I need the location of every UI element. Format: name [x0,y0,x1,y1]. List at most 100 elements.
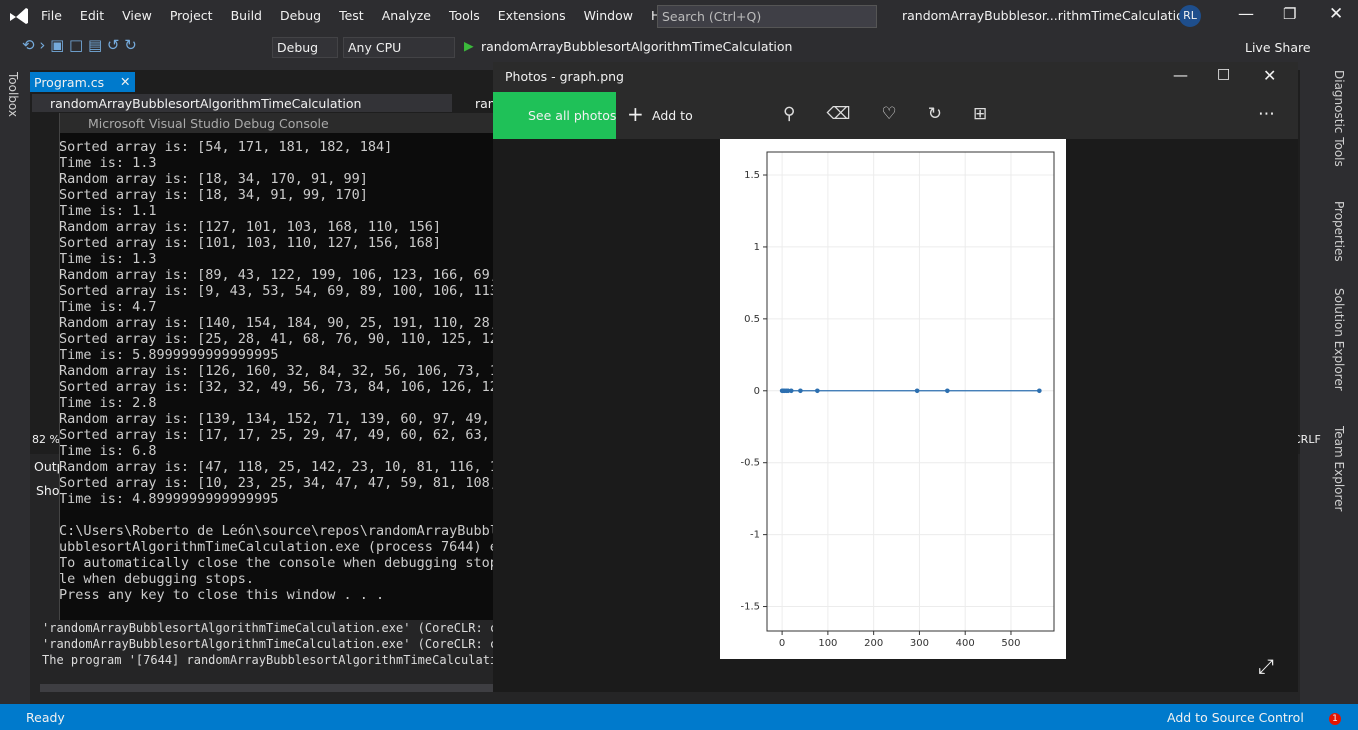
photo-tools[interactable]: ⚲⌫♡↻⊞ [783,104,1019,124]
y-tick-label: -1.5 [740,602,760,613]
console-line: Sorted array is: [18, 34, 91, 99, 170] [59,187,368,203]
console-titlebar: Microsoft Visual Studio Debug Console [60,113,494,133]
left-strip: Toolbox [0,62,28,704]
console-line: Sorted array is: [25, 28, 41, 68, 76, 90… [59,331,494,347]
menu-item[interactable]: Build [230,8,262,23]
see-all: See all photos [528,108,617,123]
menu-item[interactable]: Debug [279,8,322,23]
menu-item[interactable]: View [122,8,152,23]
photos-title: Photos - graph.png [505,69,624,84]
status-ready: Ready [26,710,65,725]
console-line: Random array is: [18, 34, 170, 91, 99] [59,171,368,187]
x-tick-label: 100 [818,638,837,649]
search-box[interactable]: Search (Ctrl+Q) [657,5,877,28]
console-window: Microsoft Visual Studio Debug Console So… [59,113,494,620]
fullscreen[interactable]: ⤢ [1258,654,1274,678]
side-tab[interactable]: Diagnostic Tools [1332,70,1346,167]
console-title: Microsoft Visual Studio Debug Console [88,116,329,131]
source-control[interactable]: Add to Source Control [1167,710,1304,725]
x-tick-label: 0 [779,638,785,649]
console-line: Time is: 6.8 [59,443,157,459]
side-tab[interactable]: Team Explorer [1332,425,1346,512]
side-tab[interactable]: Solution Explorer [1332,287,1346,391]
minimize[interactable]: — [1238,4,1254,23]
console-line: le when debugging stops. [59,571,255,587]
config: Debug [277,40,319,55]
console-line: ubblesortAlgorithmTimeCalculation.exe (p… [59,539,494,555]
menu-item[interactable]: Edit [79,8,105,23]
console-line: Time is: 4.7 [59,299,157,315]
output-line: The program '[7644] randomArrayBubblesor… [42,653,505,667]
console-text: Sorted array is: [54, 171, 181, 182, 184… [59,139,494,603]
photos-min[interactable]: — [1173,66,1188,84]
menu-bar: File Edit View Project Build Debug Test Analyze… [32,8,688,23]
point [815,388,820,394]
config-dropdown[interactable]: Debug [272,37,338,58]
start-target[interactable]: randomArrayBubblesortAlgorithmTimeCalcul… [481,39,793,54]
plot-frame [766,151,1055,632]
output-line: 'randomArrayBubblesortAlgorithmTimeCalcu… [42,621,512,635]
output-show: Sho [36,483,60,498]
live-share[interactable]: Live Share [1245,40,1311,55]
console-line: To automatically close the console when … [59,555,494,571]
console-line: Sorted array is: [54, 171, 181, 182, 184… [59,139,393,155]
close[interactable]: ✕ [1329,4,1344,24]
console-line: Time is: 4.8999999999999995 [59,491,279,507]
see-all-button[interactable]: See all photos [493,92,616,139]
nav-dropdown[interactable]: randomArrayBubblesortAlgorithmTimeCalcul… [32,94,452,112]
x-tick-label: 300 [910,638,929,649]
tab-title: Program.cs [34,75,105,90]
y-tick-label: 1 [754,242,760,253]
y-tick-label: -0.5 [740,458,760,469]
console-line: Time is: 2.8 [59,395,157,411]
console-line: Time is: 5.8999999999999995 [59,347,279,363]
menu-item[interactable]: Window [583,8,633,23]
console-line: Sorted array is: [9, 43, 53, 54, 69, 89,… [59,283,494,299]
platform-dropdown[interactable]: Any CPU [343,37,455,58]
menu-item[interactable]: Analyze [381,8,431,23]
menu-item[interactable]: Extensions [497,8,566,23]
x-tick-label: 200 [864,638,883,649]
notifications[interactable]: 1 [1329,713,1341,725]
console-line: Random array is: [47, 118, 25, 142, 23, … [59,459,494,475]
console-line: Random array is: [126, 160, 32, 84, 32, … [59,363,494,379]
console-blank [60,507,494,523]
photos-max[interactable]: □ [1217,66,1231,82]
zoom[interactable]: 82 % [32,433,60,446]
start-icon[interactable]: ▶ [464,38,474,53]
add-to[interactable]: Add to [652,108,693,123]
menu-item[interactable]: File [41,8,62,23]
nav2[interactable]: ran [475,96,496,111]
tab[interactable]: Program.cs ✕ [30,72,135,92]
photos-titlebar: Photos - graph.png — □ ✕ [493,62,1298,92]
y-tick-label: -1 [750,530,760,541]
menu-item[interactable]: Project [169,8,213,23]
menu-item[interactable]: Tools [448,8,480,23]
more[interactable]: ⋯ [1258,104,1275,124]
platform: Any CPU [348,40,402,55]
user-avatar[interactable]: RL [1179,5,1201,27]
console-line: Random array is: [89, 43, 122, 199, 106,… [59,267,494,283]
solution-name: randomArrayBubblesor...rithmTimeCalculat… [902,8,1192,23]
y-tick-label: 0 [754,386,760,397]
restore[interactable]: ❐ [1283,5,1297,23]
side-tab[interactable]: Properties [1332,200,1346,262]
console-line: Time is: 1.3 [59,251,157,267]
point [788,388,794,394]
nav-back[interactable]: ⟲ › ▣ □ ▤ ↺ ↻ [22,36,137,54]
chart: 1.5 1 0.5 0 -0.5 -1 -1.5 0 100 200 300 400 500 [720,139,1066,659]
console-line: C:\Users\Roberto de León\source\repos\ra… [59,523,494,539]
menu-item[interactable]: Test [339,8,364,23]
output-title: Outp [34,459,65,474]
right-strip: Diagnostic Tools Properties Solution Explo… [1330,70,1354,630]
console-line: Sorted array is: [32, 32, 49, 56, 73, 84… [59,379,494,395]
photos-close[interactable]: ✕ [1263,66,1277,85]
photos-toolbar: See all photos + Add to ⚲⌫♡↻⊞ ⋯ [493,92,1298,139]
nav: randomArrayBubblesortAlgorithmTimeCalcul… [50,96,362,111]
y-tick-label: 1.5 [744,170,760,181]
point [1037,388,1042,394]
x-tick-label: 400 [956,638,975,649]
toolbar: ⟲ › ▣ □ ▤ ↺ ↻ Debug Any CPU ▶ randomArra… [0,32,1358,62]
toolbox-tab[interactable]: Toolbox [6,72,20,117]
console-line: Sorted array is: [10, 23, 25, 34, 47, 47… [59,475,494,491]
